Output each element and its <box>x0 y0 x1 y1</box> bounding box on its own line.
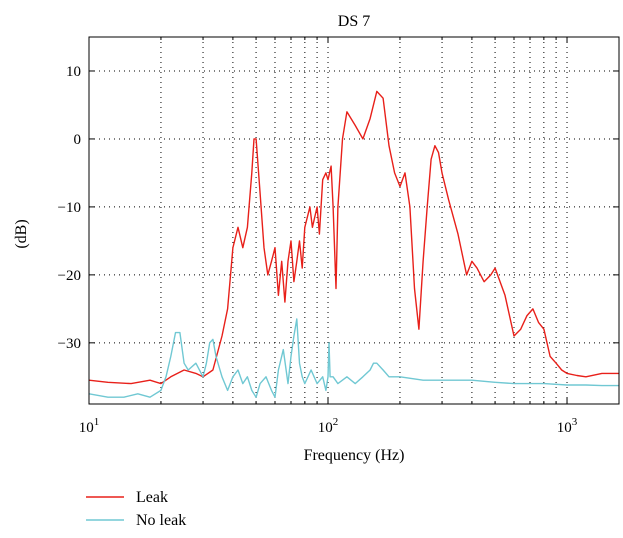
plot-frame <box>88 36 620 405</box>
series-line-leak <box>89 90 619 385</box>
x-tick-label: 103 <box>557 416 578 436</box>
axis-ticks <box>88 37 619 404</box>
y-tick-label: −30 <box>58 336 81 352</box>
legend-label-no-leak: No leak <box>136 512 186 529</box>
y-tick-label: −10 <box>58 200 81 216</box>
y-tick-label: 0 <box>74 132 82 148</box>
legend-label-leak: Leak <box>136 489 168 506</box>
series-layer <box>89 90 619 398</box>
y-axis-title: (dB) <box>13 219 30 248</box>
x-axis-title: Frequency (Hz) <box>304 447 405 464</box>
y-tick-label: 10 <box>66 64 81 80</box>
tick-labels: 10 0 −10 −20 −30 101 102 103 <box>58 64 578 436</box>
grid-lines <box>89 37 619 404</box>
x-tick-label: 101 <box>79 416 100 436</box>
legend: Leak No leak <box>86 489 186 529</box>
x-tick-label: 102 <box>318 416 339 436</box>
series-line-no-leak <box>89 318 619 398</box>
y-tick-label: −20 <box>58 268 81 284</box>
chart-title: DS 7 <box>338 13 370 30</box>
